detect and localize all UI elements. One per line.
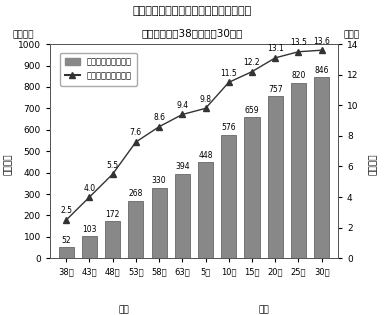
Bar	[198, 162, 213, 258]
Text: 659: 659	[245, 106, 259, 115]
Bar	[128, 201, 143, 258]
Text: 268: 268	[129, 189, 143, 198]
Text: 9.8: 9.8	[200, 95, 212, 104]
Text: 平成: 平成	[258, 306, 269, 314]
Text: 13.5: 13.5	[290, 38, 307, 47]
Bar	[105, 221, 120, 258]
Text: 空き家率: 空き家率	[369, 153, 378, 175]
Text: （％）: （％）	[344, 31, 360, 40]
Text: 9.4: 9.4	[176, 101, 189, 110]
Text: 昭和: 昭和	[119, 306, 130, 314]
Bar	[152, 188, 167, 258]
Text: 図２－１　空き家数及び空き家率の推移: 図２－１ 空き家数及び空き家率の推移	[132, 6, 252, 16]
Text: 2.5: 2.5	[60, 206, 72, 215]
Bar	[221, 135, 236, 258]
Text: 52: 52	[61, 236, 71, 244]
Bar	[314, 77, 329, 258]
Bar	[59, 247, 74, 258]
Text: －全国（昭和38年～平成30年）: －全国（昭和38年～平成30年）	[141, 28, 243, 38]
Text: 394: 394	[175, 162, 190, 171]
Text: 448: 448	[198, 151, 213, 160]
Text: 13.6: 13.6	[313, 37, 330, 46]
Text: 846: 846	[314, 66, 329, 75]
Text: 4.0: 4.0	[83, 184, 96, 192]
Text: 5.5: 5.5	[107, 161, 119, 169]
Text: 820: 820	[291, 71, 306, 80]
Bar	[245, 117, 260, 258]
Text: 8.6: 8.6	[153, 113, 165, 122]
Text: 7.6: 7.6	[130, 129, 142, 137]
Text: 576: 576	[222, 123, 236, 132]
Text: 172: 172	[106, 210, 120, 219]
Bar	[291, 83, 306, 258]
Text: 330: 330	[152, 176, 166, 185]
Bar	[82, 236, 97, 258]
Text: 空き家数: 空き家数	[4, 153, 13, 175]
Legend: 空き家数（左目盛）, 空き家率（右目盛）: 空き家数（左目盛）, 空き家率（右目盛）	[60, 53, 137, 86]
Text: 13.1: 13.1	[267, 44, 284, 53]
Text: 103: 103	[82, 225, 97, 234]
Text: 757: 757	[268, 85, 283, 94]
Bar	[268, 96, 283, 258]
Bar	[175, 174, 190, 258]
Text: 11.5: 11.5	[220, 69, 237, 78]
Text: （万戸）: （万戸）	[13, 31, 34, 40]
Text: 12.2: 12.2	[244, 58, 260, 67]
